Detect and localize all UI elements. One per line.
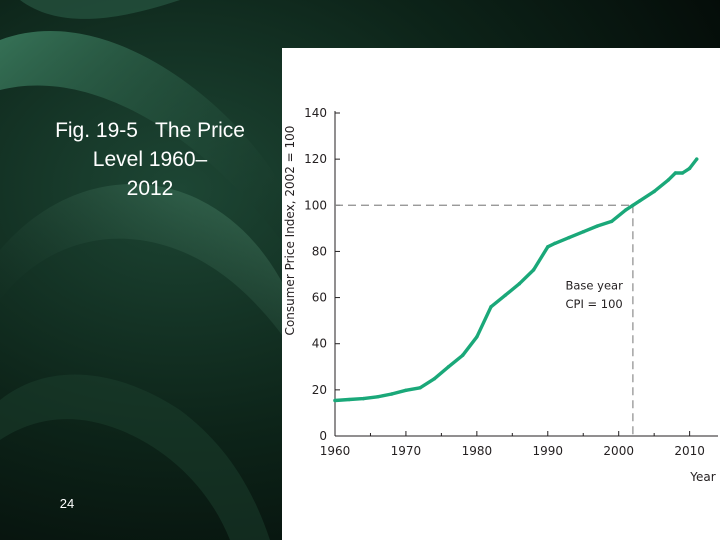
base-year-annotation-line-1: Base year bbox=[566, 278, 624, 292]
y-tick-label: 80 bbox=[312, 244, 327, 258]
cpi-data-point bbox=[673, 171, 678, 175]
cpi-data-point bbox=[666, 178, 671, 182]
cpi-data-point bbox=[446, 365, 451, 369]
x-tick-label: 2000 bbox=[603, 444, 634, 458]
base-year-reference bbox=[335, 204, 634, 436]
cpi-data-point bbox=[375, 395, 380, 399]
cpi-data-point bbox=[638, 198, 642, 203]
cpi-data-point bbox=[347, 397, 351, 402]
y-tick-label: 40 bbox=[312, 337, 327, 351]
cpi-data-point bbox=[567, 235, 571, 240]
cpi-data-point bbox=[631, 203, 635, 207]
y-tick-label: 100 bbox=[304, 198, 327, 212]
x-tick-label: 1980 bbox=[462, 444, 493, 458]
axes: 0 20 40 60 80 100 120 140 1960 1970 1980 1990 2000 20… bbox=[304, 106, 718, 458]
y-tick-label: 120 bbox=[304, 152, 327, 166]
x-tick-label: 1990 bbox=[533, 444, 564, 458]
page-number: 24 bbox=[59, 496, 75, 511]
base-year-annotation-line-2: CPI = 100 bbox=[566, 297, 623, 311]
title-line-3: 2012 bbox=[126, 177, 174, 200]
cpi-data-point bbox=[460, 353, 465, 357]
cpi-data-point bbox=[489, 305, 493, 309]
cpi-data-point bbox=[553, 241, 557, 246]
y-tick-label: 20 bbox=[312, 383, 327, 397]
y-tick-label: 140 bbox=[304, 106, 327, 120]
cpi-data-point bbox=[475, 335, 479, 339]
labels: Year Consumer Price Index, 2002 = 100 Base… bbox=[283, 126, 716, 484]
y-tick-label: 60 bbox=[312, 291, 327, 305]
cpi-data-point bbox=[404, 388, 408, 393]
x-tick-label: 1970 bbox=[391, 444, 422, 458]
x-axis-title: Year bbox=[689, 470, 715, 484]
cpi-data-point bbox=[695, 157, 699, 161]
cpi-data-point bbox=[531, 268, 536, 272]
series-layer bbox=[333, 157, 699, 403]
chart-panel: 0 20 40 60 80 100 120 140 1960 1970 1980 1990 2000 20… bbox=[282, 48, 720, 540]
cpi-data-point bbox=[687, 166, 692, 171]
slide-title: Fig. 19-5 The Price Level 1960– 2012 bbox=[20, 116, 280, 203]
cpi-data-point bbox=[517, 282, 522, 286]
cpi-data-point bbox=[652, 189, 656, 194]
y-tick-label: 0 bbox=[319, 429, 327, 443]
cpi-series-line bbox=[333, 157, 699, 403]
x-tick-label: 1960 bbox=[320, 444, 351, 458]
y-axis-title: Consumer Price Index, 2002 = 100 bbox=[283, 126, 297, 336]
cpi-data-point bbox=[546, 245, 550, 249]
title-line-1: Fig. 19-5 The Price bbox=[55, 119, 245, 142]
cpi-data-point bbox=[624, 208, 628, 212]
cpi-data-point bbox=[503, 293, 507, 297]
x-tick-label: 2010 bbox=[674, 444, 705, 458]
cpi-data-point bbox=[361, 396, 366, 401]
cpi-data-point bbox=[333, 398, 337, 403]
cpi-data-point bbox=[581, 230, 585, 234]
cpi-line-chart: 0 20 40 60 80 100 120 140 1960 1970 1980 1990 2000 20… bbox=[283, 106, 718, 484]
cpi-data-point bbox=[595, 224, 600, 228]
cpi-data-point bbox=[390, 392, 394, 396]
cpi-data-point bbox=[432, 377, 436, 381]
cpi-data-point bbox=[418, 386, 422, 390]
title-line-2: Level 1960– bbox=[92, 148, 208, 171]
cpi-data-point bbox=[609, 219, 614, 224]
cpi-data-point bbox=[680, 171, 685, 175]
